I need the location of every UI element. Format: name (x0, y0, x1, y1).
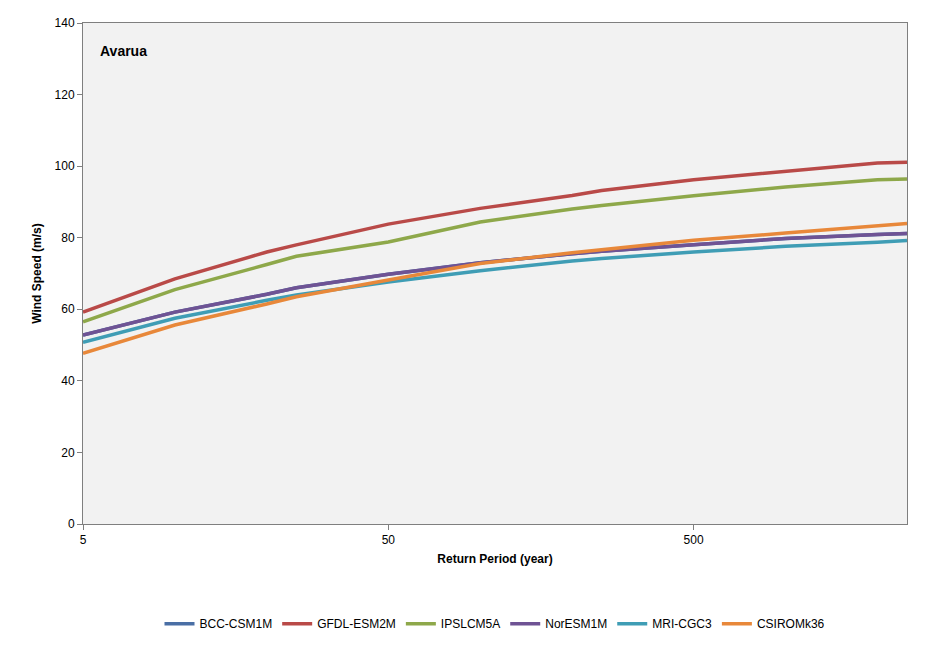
svg-text:IPSLCM5A: IPSLCM5A (441, 617, 500, 631)
svg-text:0: 0 (68, 517, 75, 531)
svg-text:80: 80 (61, 231, 75, 245)
svg-text:500: 500 (684, 533, 704, 547)
svg-text:5: 5 (80, 533, 87, 547)
svg-text:GFDL-ESM2M: GFDL-ESM2M (317, 617, 396, 631)
svg-text:CSIROMk36: CSIROMk36 (757, 617, 825, 631)
svg-text:60: 60 (61, 302, 75, 316)
svg-text:Return Period (year): Return Period (year) (437, 552, 552, 566)
svg-text:40: 40 (61, 374, 75, 388)
svg-text:MRI-CGC3: MRI-CGC3 (652, 617, 712, 631)
svg-text:140: 140 (55, 16, 75, 30)
svg-text:BCC-CSM1M: BCC-CSM1M (200, 617, 273, 631)
svg-text:NorESM1M: NorESM1M (545, 617, 607, 631)
svg-text:Wind Speed (m/s): Wind Speed (m/s) (30, 223, 44, 324)
svg-text:20: 20 (61, 446, 75, 460)
svg-text:120: 120 (55, 88, 75, 102)
svg-text:Avarua: Avarua (100, 43, 147, 59)
svg-text:50: 50 (382, 533, 396, 547)
svg-text:100: 100 (55, 159, 75, 173)
